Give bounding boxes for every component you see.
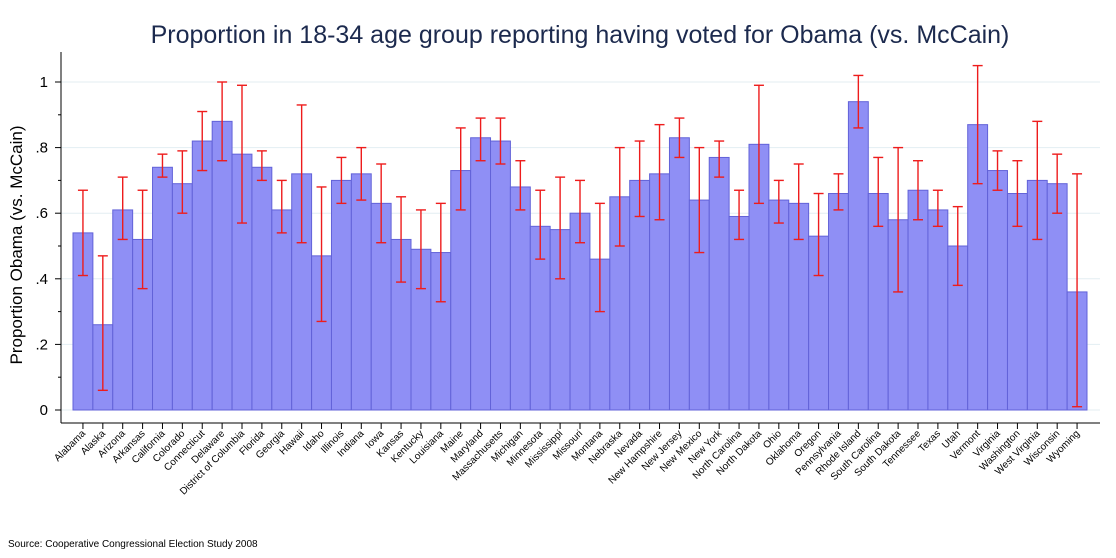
bar: [728, 215, 750, 411]
x-tick-label: Texas: [917, 428, 943, 454]
bar: [668, 137, 690, 411]
y-tick-label: .6: [35, 205, 48, 222]
bar: [350, 173, 372, 411]
bar: [768, 199, 790, 411]
bar: [907, 189, 929, 411]
bar: [152, 166, 173, 411]
bar: [828, 193, 849, 411]
source-note: Source: Cooperative Congressional Electi…: [8, 539, 258, 550]
y-tick-label: 0: [40, 402, 48, 419]
bar: [330, 179, 352, 411]
bar: [490, 140, 511, 411]
bar: [509, 186, 531, 411]
bar: [927, 209, 949, 411]
bar: [211, 120, 233, 411]
bar: [987, 170, 1008, 411]
y-axis-label: Proportion Obama (vs. McCain): [7, 125, 26, 364]
bar: [191, 140, 213, 411]
bars: [72, 101, 1088, 411]
y-tick-label: .4: [35, 271, 48, 288]
bar: [171, 183, 193, 411]
bar: [271, 209, 293, 411]
bar: [1046, 183, 1068, 411]
y-tick-label: .2: [35, 336, 48, 353]
bar: [847, 101, 869, 411]
error-bars: [77, 64, 1083, 408]
bar: [708, 156, 730, 411]
x-tick-labels: AlabamaAlaskaArizonaArkansasCaliforniaCo…: [52, 423, 1082, 497]
y-tick-label: 1: [40, 74, 48, 91]
bar: [251, 166, 273, 411]
y-tick-label: .8: [35, 140, 48, 157]
bar: [470, 137, 492, 411]
chart-title: Proportion in 18-34 age group reporting …: [151, 21, 1010, 49]
